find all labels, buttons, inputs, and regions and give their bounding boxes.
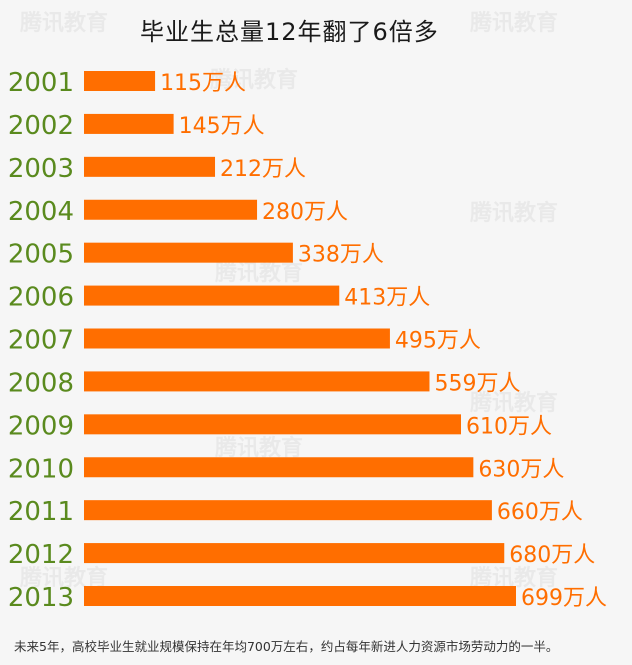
value-label: 660万人 <box>497 500 583 525</box>
year-label: 2007 <box>8 326 74 356</box>
year-label: 2005 <box>8 240 74 270</box>
bar-2008 <box>84 371 430 392</box>
bar-2001 <box>84 71 156 91</box>
bar-2009 <box>84 414 461 435</box>
value-label: 559万人 <box>434 371 520 396</box>
year-label: 2001 <box>8 68 74 98</box>
bar-2004 <box>84 199 258 220</box>
year-label: 2010 <box>8 454 74 484</box>
year-label: 2008 <box>8 368 74 398</box>
value-label: 280万人 <box>262 200 348 225</box>
bar-2011 <box>84 500 492 521</box>
year-label: 2013 <box>8 583 74 613</box>
bar-2010 <box>84 457 474 478</box>
value-label: 338万人 <box>298 243 384 268</box>
value-label: 699万人 <box>521 586 607 611</box>
chart-title: 毕业生总量12年翻了6倍多 <box>140 18 439 46</box>
bar-2007 <box>84 328 390 349</box>
value-label: 115万人 <box>160 71 246 96</box>
bar-2002 <box>84 113 174 134</box>
value-label: 630万人 <box>478 457 564 482</box>
year-label: 2003 <box>8 154 74 184</box>
value-label: 413万人 <box>344 286 430 311</box>
bar-2003 <box>84 156 216 177</box>
year-label: 2002 <box>8 111 74 141</box>
bar-2006 <box>84 285 340 306</box>
value-label: 145万人 <box>179 114 265 139</box>
value-label: 610万人 <box>466 414 552 439</box>
bar-2012 <box>84 543 505 564</box>
value-label: 495万人 <box>395 329 481 354</box>
year-label: 2006 <box>8 283 74 313</box>
bar-chart: 2001 115万人 2002 145万人 2003 212万人 2004 280万人 2005… <box>8 68 607 613</box>
bar-2013 <box>84 586 516 606</box>
value-label: 212万人 <box>220 157 306 182</box>
year-label: 2004 <box>8 197 74 227</box>
year-label: 2009 <box>8 411 74 441</box>
year-label: 2012 <box>8 540 74 570</box>
value-label: 680万人 <box>509 543 595 568</box>
footnote: 未来5年，高校毕业生就业规模保持在年均700万左右，约占每年新进人力资源市场劳动… <box>14 639 559 654</box>
bar-2005 <box>84 242 293 263</box>
year-label: 2011 <box>8 497 74 527</box>
